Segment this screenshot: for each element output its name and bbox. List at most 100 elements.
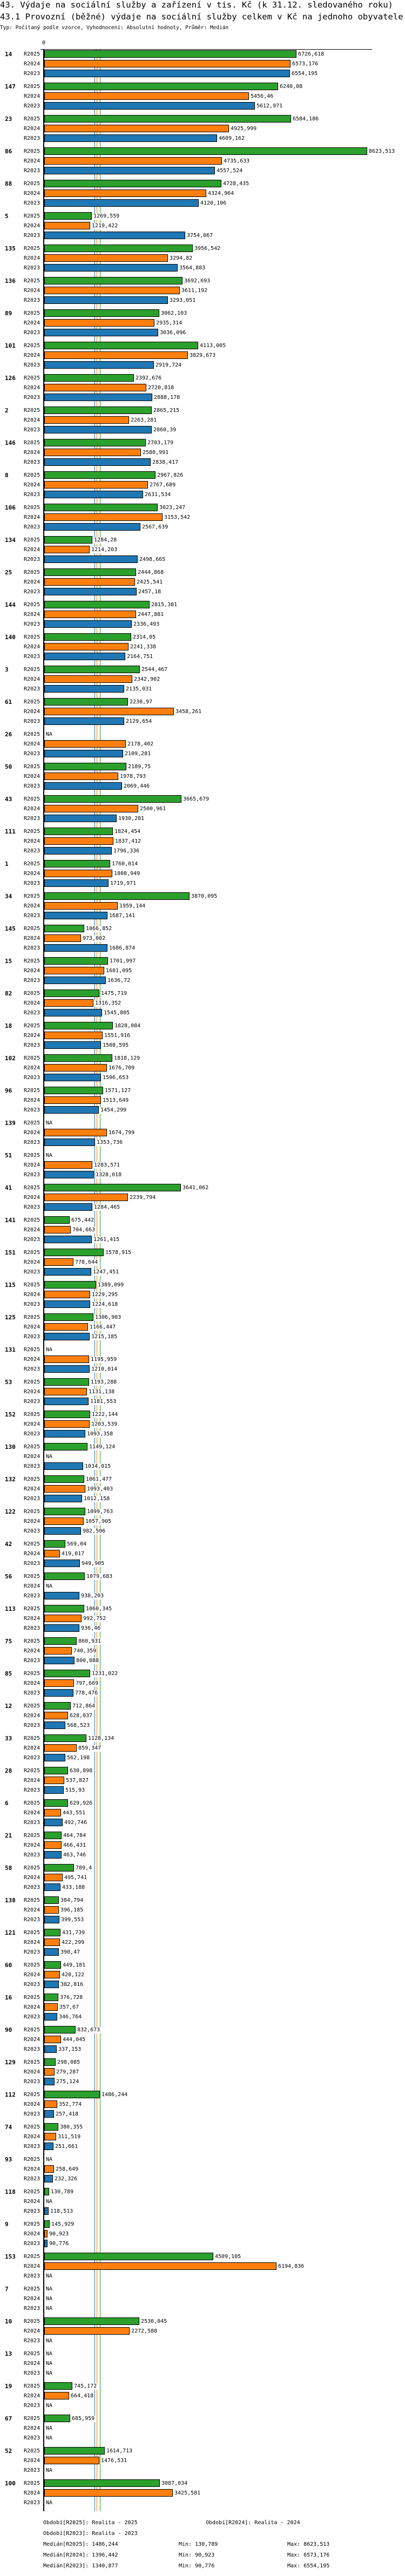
legend-min-r2025: Min: 130,789: [179, 2541, 218, 2547]
series-label: R2025: [24, 213, 40, 219]
group-label: 13: [5, 2350, 12, 2357]
value-label: 4728,435: [222, 181, 250, 187]
value-label: 569,04: [66, 1541, 87, 1548]
value-label: 1513,649: [102, 1097, 130, 1104]
bar-r2024: [44, 611, 136, 618]
bar-r2025: [44, 2220, 50, 2228]
group-label: 115: [5, 1282, 16, 1289]
series-label: R2024: [24, 514, 40, 520]
bar-r2024: [44, 92, 249, 100]
series-label: R2024: [24, 61, 40, 67]
series-label: R2025: [24, 1120, 40, 1126]
bar-r2025: [44, 1378, 89, 1386]
value-label: 3611,192: [181, 288, 208, 294]
value-label: 399,553: [60, 1917, 85, 1923]
bar-r2024: [44, 2165, 54, 2173]
value-label: 938,203: [80, 1593, 105, 1599]
bar-r2023: [44, 750, 123, 757]
series-label: R2025: [24, 764, 40, 770]
value-label: 1066,852: [85, 926, 113, 932]
series-label: R2024: [24, 2166, 40, 2172]
value-label: 1224,618: [91, 1301, 119, 1308]
bar-r2024: [44, 1874, 63, 1881]
bar-r2023: [44, 1786, 64, 1794]
bar-r2023: [44, 1300, 90, 1308]
value-label: 1837,412: [114, 838, 142, 845]
value-label: 5456,46: [250, 93, 274, 100]
series-label: R2023: [24, 1755, 40, 1761]
value-label: 2767,689: [149, 482, 177, 489]
group-label: 53: [5, 1379, 12, 1386]
bar-r2025: [44, 568, 136, 576]
value-label: 311,519: [57, 2134, 82, 2140]
value-label: 675,442: [71, 1217, 95, 1224]
series-label: R2023: [24, 103, 40, 109]
series-label: R2024: [24, 2102, 40, 2107]
bar-r2023: [44, 2207, 49, 2215]
value-label: 380,355: [59, 2124, 84, 2131]
value-label: 6554,195: [291, 71, 319, 77]
series-label: R2024: [24, 1907, 40, 1913]
value-label: 1079,683: [86, 1574, 113, 1580]
value-label: 1719,971: [110, 880, 137, 887]
legend-period-r2025: Období[R2025]: Realita - 2025: [43, 2520, 138, 2526]
bar-r2024: [44, 1485, 85, 1493]
series-label: R2024: [24, 1227, 40, 1233]
group-label: 21: [5, 1832, 12, 1839]
bar-r2023: [44, 944, 107, 952]
value-label: 1093,403: [86, 1486, 114, 1493]
value-label-na: NA: [46, 2370, 53, 2376]
bar-r2025: [44, 828, 113, 835]
series-label: R2024: [24, 903, 40, 909]
series-label: R2023: [24, 880, 40, 886]
bar-r2025: [44, 795, 181, 803]
value-label: 1475,719: [100, 991, 128, 997]
value-label-na: NA: [46, 2296, 53, 2302]
series-label: R2023: [24, 492, 40, 498]
series-label: R2023: [24, 913, 40, 919]
series-label: R2023: [24, 751, 40, 757]
series-label: R2024: [24, 2458, 40, 2464]
value-label-na: NA: [46, 2199, 53, 2205]
bar-r2025: [44, 147, 367, 155]
group-label: 125: [5, 1314, 16, 1321]
bar-r2025: [44, 1896, 59, 1904]
value-label: 4557,524: [216, 168, 244, 174]
bar-r2025: [44, 860, 110, 867]
bar-r2024: [44, 2003, 58, 2011]
group-label: 144: [5, 601, 16, 608]
bar-r2024: [44, 643, 129, 650]
series-label: R2023: [24, 978, 40, 984]
bar-r2024: [44, 319, 154, 327]
y-axis-line: [43, 49, 44, 2511]
value-label: 3956,542: [194, 246, 221, 252]
bar-r2023: [44, 1560, 80, 1567]
group-label: 25: [5, 569, 12, 576]
value-label: 3665,679: [183, 796, 210, 803]
value-label: 1476,531: [100, 2458, 128, 2464]
group-label: 122: [5, 1508, 16, 1515]
value-label: 1701,997: [109, 958, 137, 965]
value-label: 2336,493: [133, 621, 160, 628]
series-label: R2024: [24, 1033, 40, 1039]
series-label: R2025: [24, 1671, 40, 1677]
value-label: 1686,874: [109, 945, 136, 952]
series-label: R2024: [24, 644, 40, 650]
series-label: R2024: [24, 1130, 40, 1136]
series-label: R2025: [24, 408, 40, 413]
bar-r2024: [44, 2036, 61, 2043]
value-label: 3062,103: [160, 310, 188, 317]
bar-r2023: [44, 1041, 101, 1049]
series-label: R2024: [24, 417, 40, 423]
value-label: 1012,158: [83, 1496, 111, 1502]
bar-r2025: [44, 504, 158, 511]
value-label: 6726,618: [298, 51, 325, 58]
bar-r2024: [44, 2230, 48, 2238]
bar-r2025: [44, 633, 131, 641]
series-label: R2025: [24, 1217, 40, 1223]
series-label: R2023: [24, 2403, 40, 2409]
group-label: 140: [5, 634, 16, 641]
series-label: R2023: [24, 1140, 40, 1145]
value-label: 431,739: [62, 1930, 86, 1936]
bar-r2023: [44, 879, 109, 887]
